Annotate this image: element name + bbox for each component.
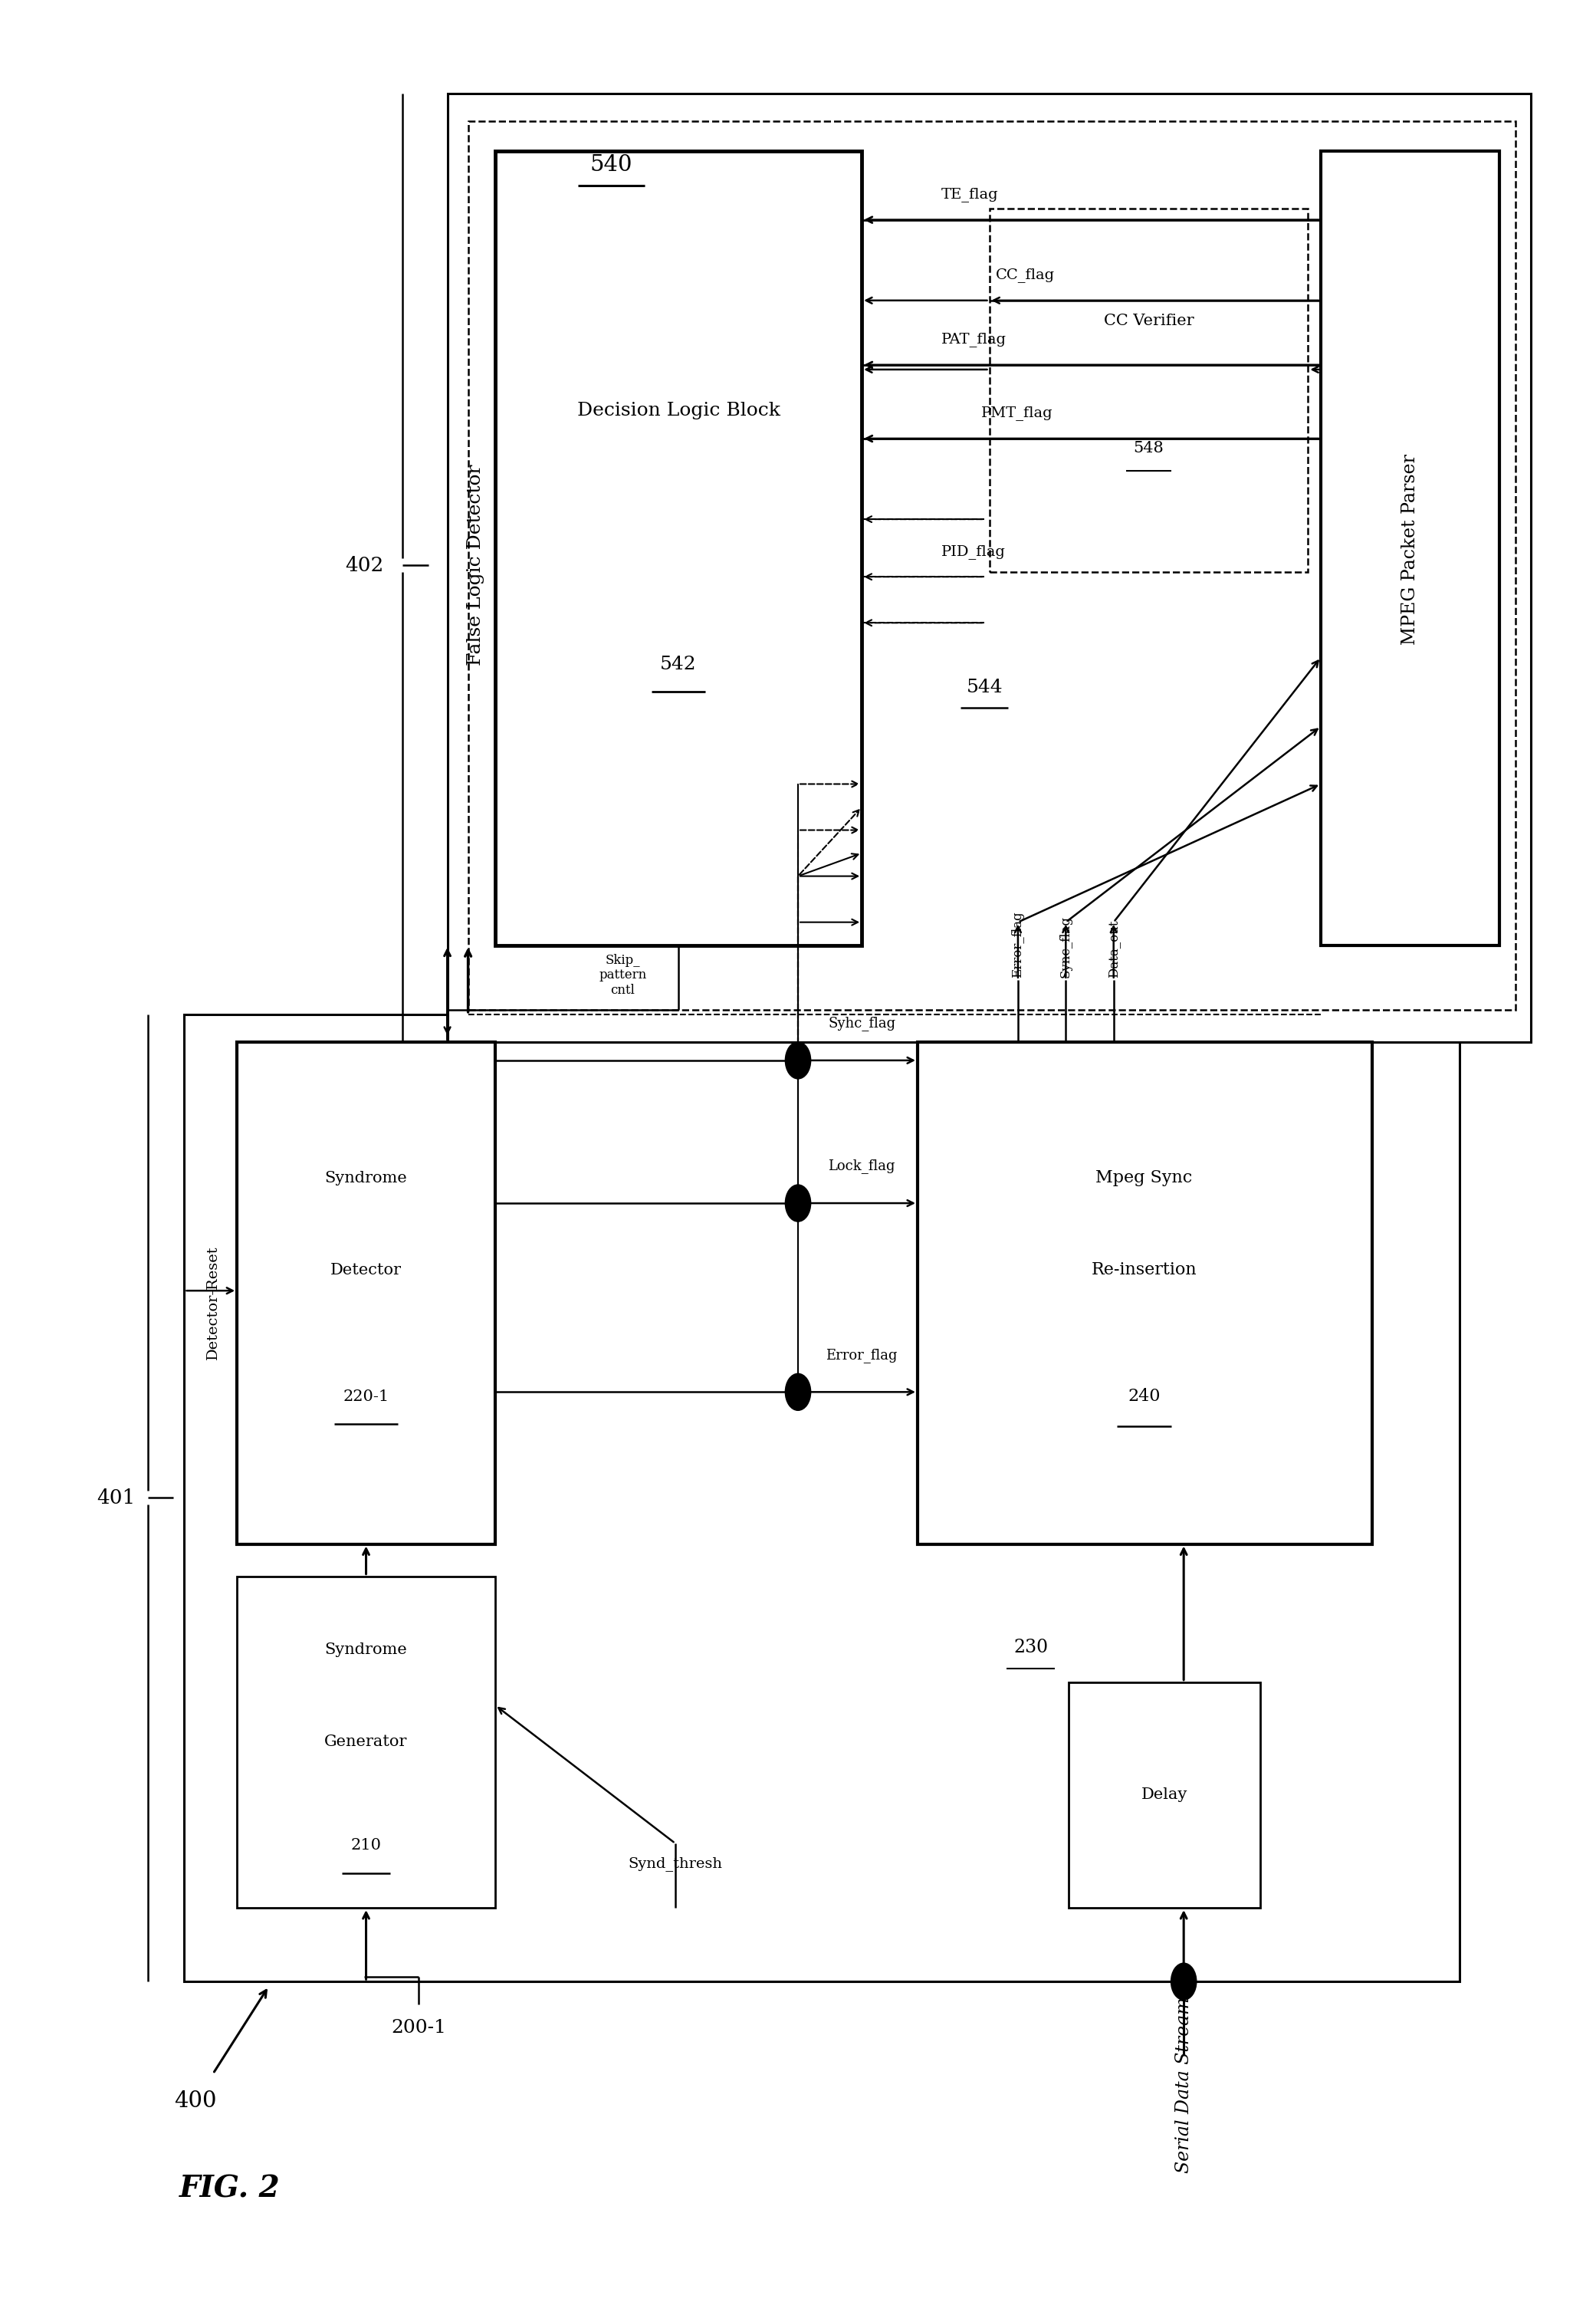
Bar xyxy=(990,207,1309,572)
Bar xyxy=(185,1014,1459,1982)
Text: Re-insertion: Re-insertion xyxy=(1092,1261,1197,1279)
Text: 548: 548 xyxy=(1133,440,1163,454)
Text: 401: 401 xyxy=(97,1489,136,1507)
Bar xyxy=(1069,1683,1261,1909)
Text: Error_flag: Error_flag xyxy=(1012,910,1025,977)
Bar xyxy=(236,1042,495,1544)
Text: Syndrome: Syndrome xyxy=(324,1171,407,1185)
Text: 540: 540 xyxy=(591,154,632,175)
Text: 544: 544 xyxy=(966,678,1002,696)
Circle shape xyxy=(1171,1964,1197,2001)
Bar xyxy=(918,1042,1373,1544)
Text: Skip_
pattern
cntl: Skip_ pattern cntl xyxy=(598,954,646,996)
Text: Data_out: Data_out xyxy=(1108,920,1120,977)
Text: Synd_thresh: Synd_thresh xyxy=(629,1858,723,1872)
Text: 402: 402 xyxy=(345,556,383,574)
Text: Delay: Delay xyxy=(1141,1789,1187,1803)
Text: Syhc_flag: Syhc_flag xyxy=(828,1017,895,1030)
Text: 400: 400 xyxy=(174,2091,217,2111)
Text: Lock_flag: Lock_flag xyxy=(828,1159,895,1173)
Text: Error_flag: Error_flag xyxy=(825,1348,897,1362)
Text: 200-1: 200-1 xyxy=(391,2019,447,2035)
Text: Serial Data Stream: Serial Data Stream xyxy=(1175,1996,1192,2174)
Text: PAT_flag: PAT_flag xyxy=(942,332,1007,346)
Circle shape xyxy=(785,1185,811,1222)
Text: 210: 210 xyxy=(351,1839,381,1853)
Bar xyxy=(236,1577,495,1909)
Text: 240: 240 xyxy=(1128,1388,1160,1406)
Text: PID_flag: PID_flag xyxy=(942,544,1005,558)
Text: Mpeg Sync: Mpeg Sync xyxy=(1095,1169,1192,1187)
Bar xyxy=(447,92,1531,1042)
Text: 542: 542 xyxy=(661,655,697,673)
Text: MPEG Packet Parser: MPEG Packet Parser xyxy=(1401,454,1419,645)
Circle shape xyxy=(785,1374,811,1411)
Bar xyxy=(468,120,1515,1010)
Text: False Logic Detector: False Logic Detector xyxy=(468,466,485,666)
Bar xyxy=(495,150,862,945)
Text: Syndrome: Syndrome xyxy=(324,1643,407,1657)
Text: 220-1: 220-1 xyxy=(343,1390,389,1404)
Text: Detector-Reset: Detector-Reset xyxy=(206,1245,220,1360)
Text: CC_flag: CC_flag xyxy=(996,267,1055,284)
Text: CC Verifier: CC Verifier xyxy=(1103,313,1194,327)
Text: Decision Logic Block: Decision Logic Block xyxy=(576,401,780,420)
Text: TE_flag: TE_flag xyxy=(942,187,999,203)
Text: FIG. 2: FIG. 2 xyxy=(180,2174,281,2204)
Text: Sync_flag: Sync_flag xyxy=(1060,915,1073,977)
Text: Detector: Detector xyxy=(330,1263,402,1277)
Circle shape xyxy=(785,1042,811,1079)
Text: PMT_flag: PMT_flag xyxy=(982,406,1053,420)
Bar xyxy=(1321,150,1499,945)
Text: 230: 230 xyxy=(1013,1639,1049,1657)
Text: Generator: Generator xyxy=(324,1736,407,1749)
